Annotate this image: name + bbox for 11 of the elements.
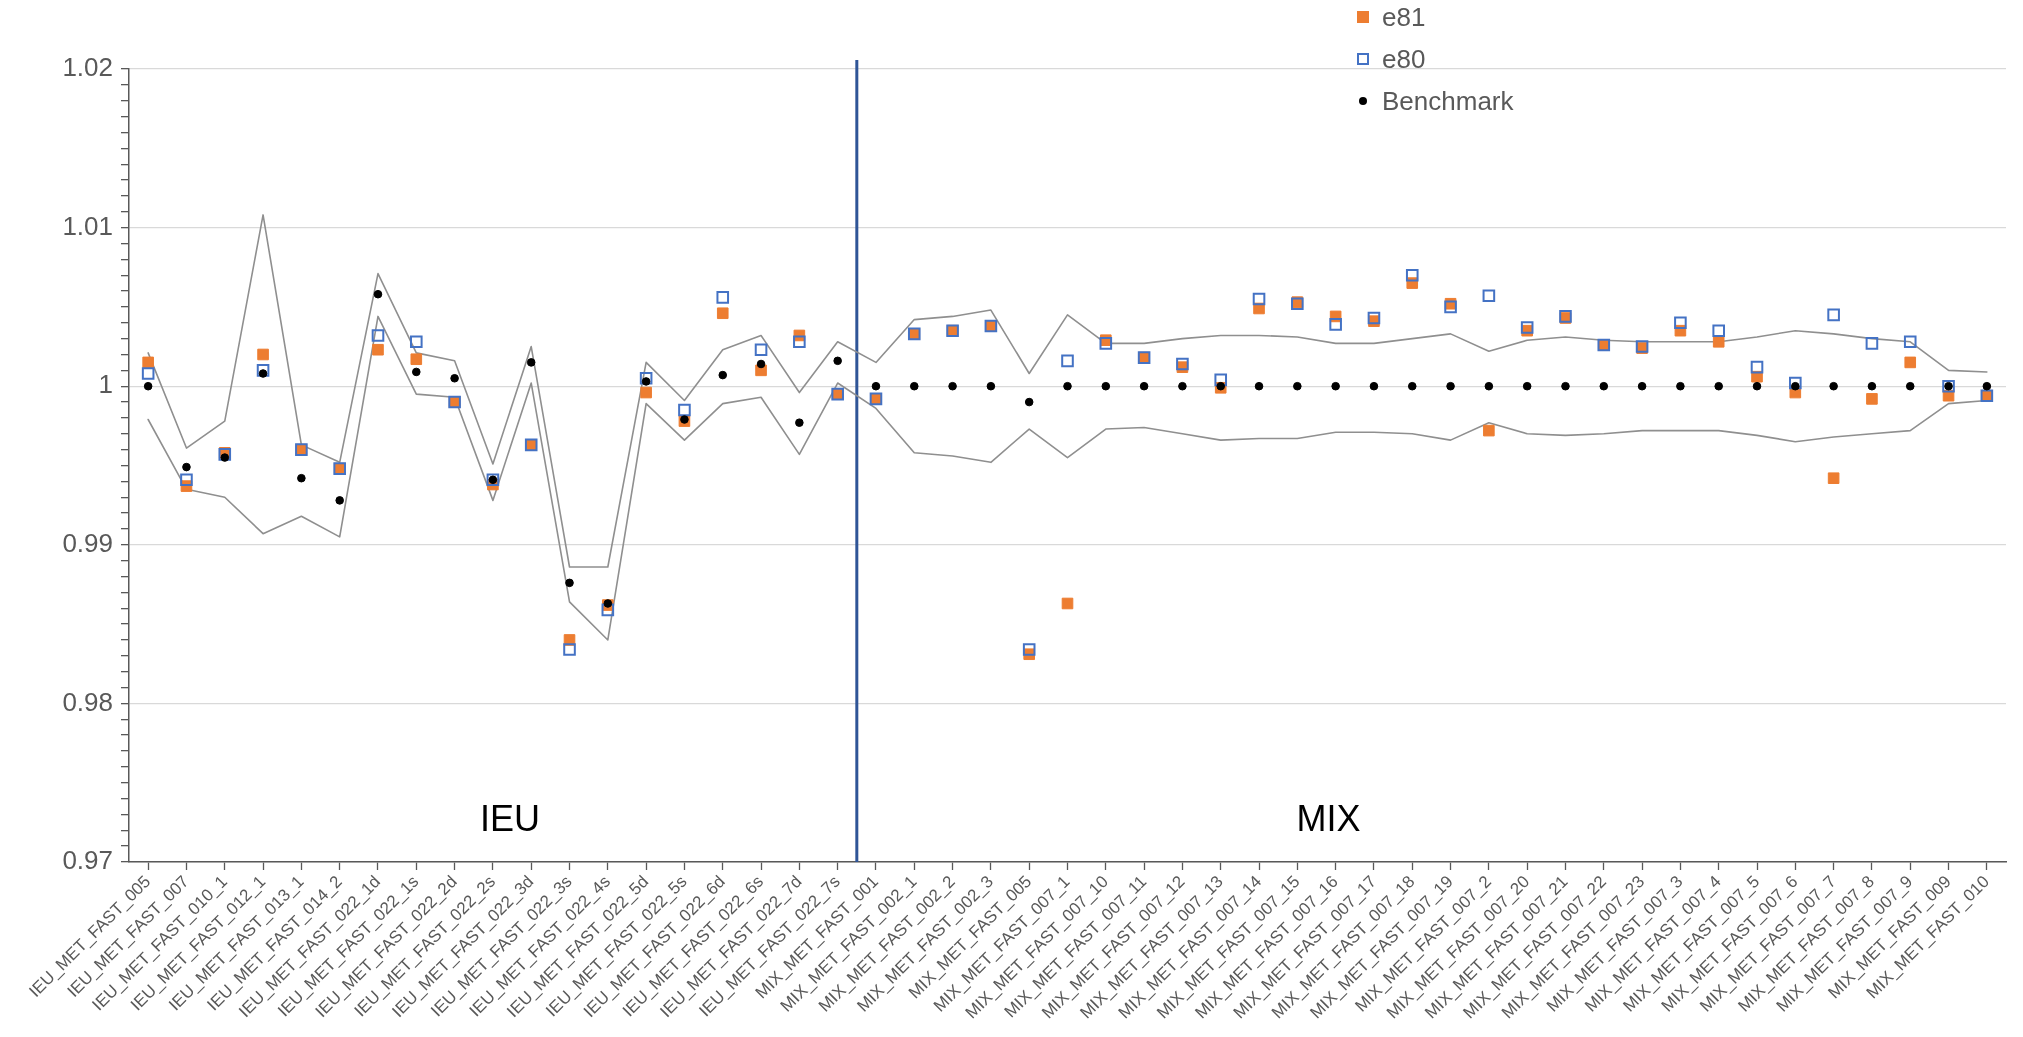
- legend-label: e81: [1382, 1, 1426, 33]
- y-tick-label: 0.97: [62, 845, 113, 876]
- y-tick-label: 1: [98, 369, 113, 400]
- y-tick-label: 1.02: [62, 52, 113, 83]
- legend-label: e80: [1382, 43, 1426, 75]
- y-tick-label: 0.99: [62, 527, 113, 558]
- annotation: MIX: [1296, 798, 1361, 840]
- legend-label: Benchmark: [1382, 85, 1514, 117]
- y-tick-label: 1.01: [62, 210, 113, 241]
- y-tick-label: 0.98: [62, 686, 113, 717]
- annotation: IEU: [480, 798, 541, 840]
